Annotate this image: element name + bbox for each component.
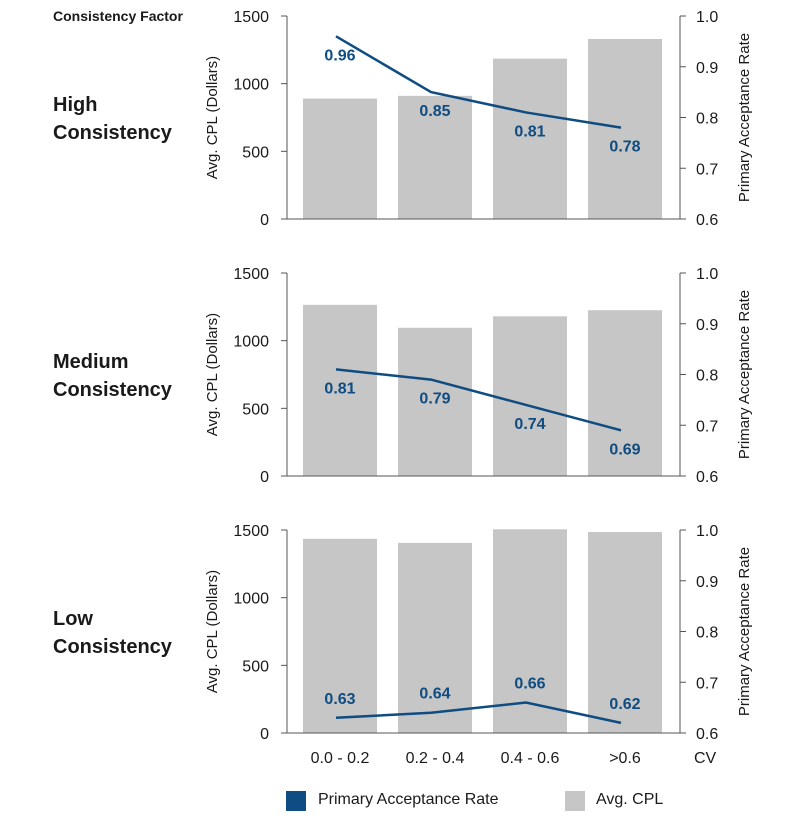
x-tick-label: 0.2 - 0.4	[406, 750, 465, 767]
right-tick-label: 0.7	[696, 161, 718, 178]
right-tick-label: 1.0	[696, 266, 718, 283]
panels-layer: High Consistency 0 500 1000 1500 0.6 0.7 0.8 0.9 1…	[53, 9, 753, 767]
bar-avg-cpl	[493, 316, 567, 476]
rate-data-label: 0.85	[419, 103, 450, 120]
right-tick-label: 0.9	[696, 317, 718, 334]
left-tick-label: 0	[260, 212, 269, 229]
left-tick-label: 0	[260, 469, 269, 486]
x-tick-label: 0.4 - 0.6	[501, 750, 560, 767]
panel-1: High Consistency 0 500 1000 1500 0.6 0.7 0.8 0.9 1…	[53, 9, 753, 229]
bar-avg-cpl	[493, 529, 567, 733]
rate-data-label: 0.81	[324, 380, 355, 397]
left-axis-title: Avg. CPL (Dollars)	[204, 570, 221, 693]
bar-avg-cpl	[398, 327, 472, 476]
row-label-line2: Consistency	[53, 636, 173, 658]
panel-2: Medium Consistency 0 500 1000 1500 0.6 0.7 0.8 0.…	[53, 266, 753, 486]
row-label-line1: Low	[53, 608, 93, 630]
right-tick-label: 0.7	[696, 418, 718, 435]
legend-line-swatch	[286, 791, 306, 811]
bar-avg-cpl	[303, 304, 377, 476]
row-label-line2: Consistency	[53, 379, 173, 401]
right-tick-label: 1.0	[696, 9, 718, 26]
left-axis-title: Avg. CPL (Dollars)	[204, 56, 221, 179]
legend-bar-swatch	[565, 791, 585, 811]
right-tick-label: 0.9	[696, 574, 718, 591]
rate-data-label: 0.79	[419, 391, 450, 408]
left-tick-label: 1000	[233, 591, 269, 608]
left-tick-label: 1500	[233, 266, 269, 283]
bar-avg-cpl	[303, 538, 377, 733]
left-tick-label: 1000	[233, 334, 269, 351]
row-label-line1: Medium	[53, 351, 129, 373]
right-tick-label: 0.9	[696, 60, 718, 77]
legend-line-label: Primary Acceptance Rate	[318, 791, 499, 808]
rate-data-label: 0.66	[514, 676, 545, 693]
right-tick-label: 0.7	[696, 675, 718, 692]
left-axis-title: Avg. CPL (Dollars)	[204, 313, 221, 436]
header-label: Consistency Factor	[53, 8, 183, 24]
left-tick-label: 0	[260, 726, 269, 743]
row-label-line1: High	[53, 94, 97, 116]
x-tick-label: >0.6	[609, 750, 641, 767]
bar-avg-cpl	[398, 95, 472, 219]
rate-data-label: 0.81	[514, 123, 545, 140]
left-tick-label: 500	[242, 401, 269, 418]
rate-data-label: 0.96	[324, 47, 355, 64]
bar-avg-cpl	[398, 542, 472, 733]
rate-data-label: 0.69	[609, 441, 640, 458]
right-axis-title: Primary Acceptance Rate	[736, 33, 753, 202]
rate-data-label: 0.63	[324, 691, 355, 708]
right-axis-title: Primary Acceptance Rate	[736, 547, 753, 716]
bar-avg-cpl	[493, 58, 567, 219]
right-tick-label: 1.0	[696, 523, 718, 540]
right-tick-label: 0.6	[696, 212, 718, 229]
rate-line	[335, 368, 622, 432]
right-axis-title: Primary Acceptance Rate	[736, 290, 753, 459]
right-tick-label: 0.6	[696, 726, 718, 743]
rate-data-label: 0.62	[609, 696, 640, 713]
bar-avg-cpl	[588, 310, 662, 476]
x-axis-title: CV	[694, 750, 717, 767]
left-tick-label: 500	[242, 658, 269, 675]
right-tick-label: 0.8	[696, 111, 718, 128]
rate-data-label: 0.74	[514, 416, 545, 433]
right-tick-label: 0.6	[696, 469, 718, 486]
bar-avg-cpl	[588, 39, 662, 219]
bar-avg-cpl	[588, 532, 662, 733]
left-tick-label: 1500	[233, 523, 269, 540]
left-tick-label: 500	[242, 144, 269, 161]
legend-bar-label: Avg. CPL	[596, 791, 664, 808]
left-tick-label: 1000	[233, 77, 269, 94]
rate-data-label: 0.64	[419, 686, 450, 703]
rate-data-label: 0.78	[609, 139, 640, 156]
rate-line	[335, 35, 622, 129]
x-tick-label: 0.0 - 0.2	[311, 750, 370, 767]
left-tick-label: 1500	[233, 9, 269, 26]
right-tick-label: 0.8	[696, 625, 718, 642]
right-tick-label: 0.8	[696, 368, 718, 385]
panel-3: Low Consistency 0 500 1000 1500 0.6 0.7 0.8 0.9 1.…	[53, 523, 753, 767]
rate-line	[335, 701, 622, 725]
row-label-line2: Consistency	[53, 122, 173, 144]
bar-avg-cpl	[303, 98, 377, 219]
